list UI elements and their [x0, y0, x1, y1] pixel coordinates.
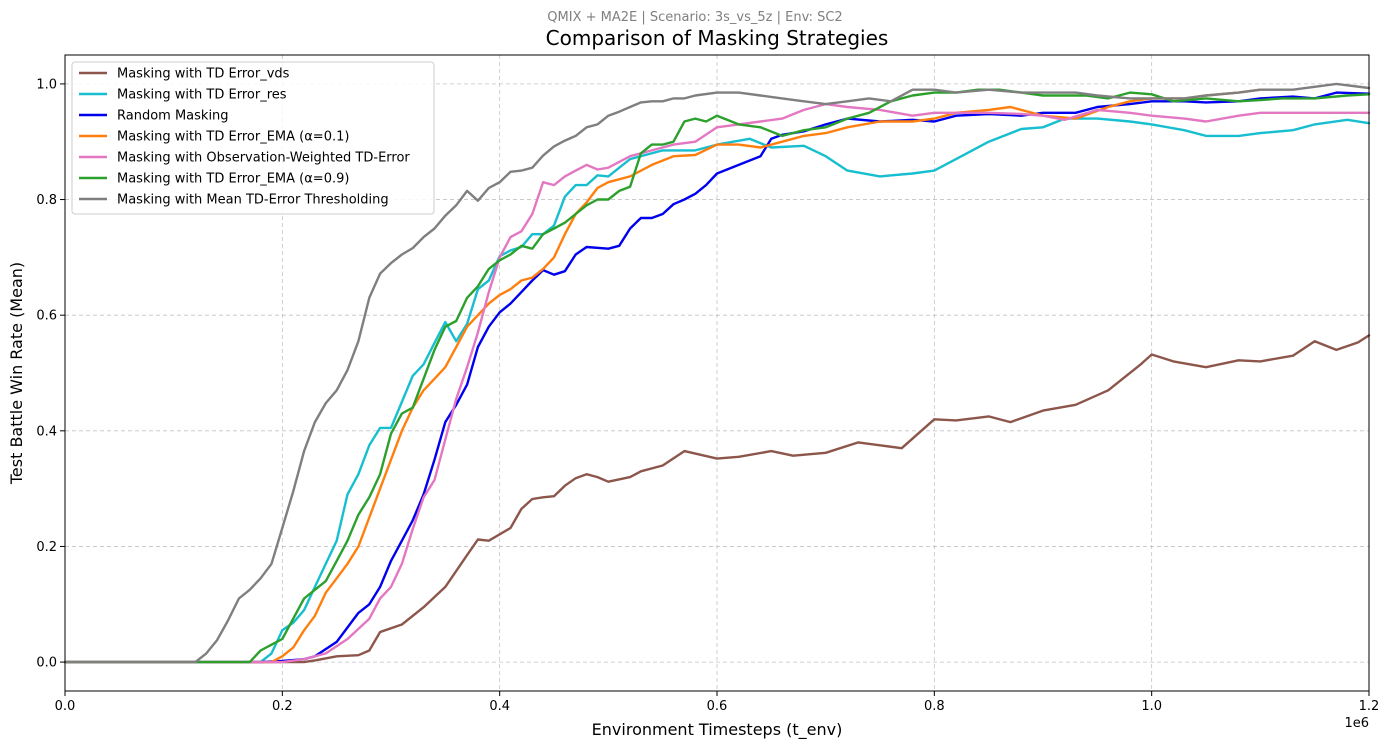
- y-tick-label: 0.2: [36, 540, 57, 555]
- legend-box: [71, 61, 435, 215]
- x-tick-label: 1.0: [1141, 699, 1162, 714]
- chart-title: Comparison of Masking Strategies: [546, 26, 889, 50]
- y-tick-label: 0.8: [36, 193, 57, 208]
- legend: Masking with TD Error_vds Masking with TD…: [71, 61, 435, 215]
- y-tick-label: 0.4: [36, 424, 57, 439]
- x-axis-offset-text: 1e6: [1344, 716, 1369, 731]
- x-tick-label: 0.4: [489, 699, 510, 714]
- x-axis-title: Environment Timesteps (t_env): [592, 720, 843, 740]
- x-tick-label: 1.2: [1359, 699, 1380, 714]
- y-tick-label: 0.0: [36, 656, 57, 671]
- series-line-1: [63, 334, 1371, 664]
- legend-entry-label: Masking with Observation-Weighted TD-Err…: [117, 151, 410, 166]
- legend-entry-label: Masking with TD Error_vds: [117, 67, 290, 82]
- chart-subtitle: QMIX + MA2E | Scenario: 3s_vs_5z | Env: …: [547, 10, 842, 25]
- legend-entry-label: Masking with TD Error_EMA (α=0.1): [117, 130, 349, 145]
- legend-entry-label: Random Masking: [117, 109, 229, 124]
- series-lines: [63, 82, 1371, 664]
- y-axis-title: Test Battle Win Rate (Mean): [7, 262, 26, 485]
- series-line-3: [63, 91, 1371, 664]
- series-line-5: [63, 102, 1371, 664]
- series-line-2: [63, 117, 1371, 664]
- y-tick-label: 0.6: [36, 309, 57, 324]
- series-line-4: [63, 88, 1262, 664]
- y-tick-label: 1.0: [36, 77, 57, 92]
- series-line-7: [63, 82, 1371, 664]
- x-tick-label: 0.8: [924, 699, 945, 714]
- legend-entry-label: Masking with TD Error_EMA (α=0.9): [117, 172, 349, 187]
- legend-entry-label: Masking with TD Error_res: [117, 88, 287, 103]
- x-tick-label: 0.0: [55, 699, 76, 714]
- x-axis-ticks: 0.0 0.2 0.4 0.6 0.8 1.0 1.2: [55, 691, 1380, 714]
- series-line-6: [63, 88, 1371, 664]
- legend-entry-label: Masking with Mean TD-Error Thresholding: [117, 193, 389, 208]
- x-tick-label: 0.6: [707, 699, 728, 714]
- x-tick-label: 0.2: [272, 699, 293, 714]
- y-axis-ticks: 0.0 0.2 0.4 0.6 0.8 1.0: [36, 77, 65, 671]
